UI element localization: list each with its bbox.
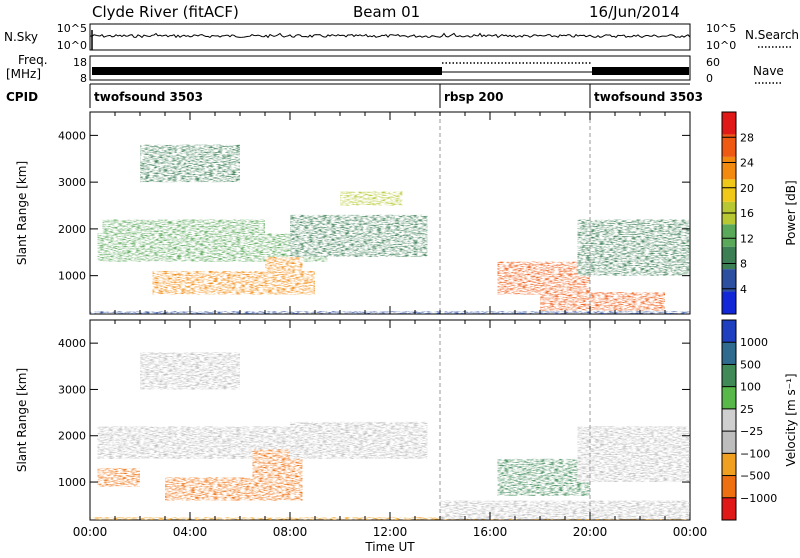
- scatter-region: [497, 261, 590, 295]
- colorbar-tick-label: 28: [740, 131, 754, 144]
- freq-label-1: Freq.: [18, 53, 48, 67]
- colorbar-swatch: [722, 364, 736, 387]
- power-colorbar: 4 8 12 16 20 24 28: [721, 111, 754, 315]
- colorbar-swatch: [722, 320, 736, 343]
- colorbar-swatch: [722, 386, 736, 409]
- colorbar-swatch: [722, 475, 736, 498]
- colorbar-swatch: [722, 179, 736, 202]
- cpid-segment-label: twofsound 3503: [594, 90, 703, 104]
- x-tick-label: 00:00: [73, 525, 108, 539]
- y-tick-label: 3000: [58, 176, 86, 189]
- velocity-colorbar-label: Velocity [m s⁻¹]: [784, 373, 798, 466]
- colorbar-swatch: [722, 156, 736, 180]
- cpid-segment-label: twofsound 3503: [94, 90, 203, 104]
- freq-band-1: [92, 67, 442, 75]
- x-tick-label: 00:00: [673, 525, 708, 539]
- freq-tick-bottom: 8: [80, 72, 87, 85]
- nave-tick-bottom: 0: [706, 72, 713, 85]
- scatter-region: [540, 292, 665, 311]
- colorbar-tick-label: 1000: [740, 336, 768, 349]
- scatter-region: [340, 191, 403, 206]
- colorbar-tick-label: 16: [740, 207, 754, 220]
- scatter-region: [497, 458, 590, 496]
- colorbar-swatch: [722, 246, 736, 270]
- colorbar-frame: [721, 319, 737, 521]
- scatter-region: [102, 219, 265, 243]
- scatter-region: [290, 421, 428, 459]
- colorbar-tick-label: 20: [740, 182, 754, 195]
- colorbar-swatch: [722, 291, 736, 314]
- cpid-label: CPID: [6, 90, 38, 104]
- colorbar-swatch: [722, 497, 736, 520]
- scatter-region: [140, 144, 240, 183]
- colorbar-swatch: [722, 408, 736, 432]
- x-tick-label: 20:00: [573, 525, 608, 539]
- scatter-region: [290, 214, 428, 257]
- nsky-trace: [89, 32, 691, 39]
- velocity-colorbar: 1000 500 100 25 −25 −100 −500 −1000: [721, 319, 777, 521]
- nsearch-tick-bottom: 10^0: [706, 39, 736, 52]
- colorbar-tick-label: 100: [740, 381, 761, 394]
- scatter-region: [440, 500, 690, 520]
- colorbar-swatch: [722, 453, 736, 476]
- colorbar-swatch: [722, 431, 736, 454]
- colorbar-tick-label: −500: [740, 470, 770, 483]
- freq-label-2: [MHz]: [6, 67, 41, 81]
- scatter-region: [140, 352, 240, 390]
- colorbar-tick-label: −100: [740, 447, 770, 460]
- date-title: 16/Jun/2014: [589, 3, 680, 21]
- cpid-segments: twofsound 3503 rbsp 200 twofsound 3503: [89, 84, 703, 108]
- x-tick-label: 12:00: [373, 525, 408, 539]
- station-title: Clyde River (fitACF): [92, 3, 239, 21]
- power-ylabel: Slant Range [km]: [15, 161, 29, 265]
- colorbar-tick-label: 500: [740, 358, 761, 371]
- x-tick-label: 16:00: [473, 525, 508, 539]
- velocity-plot: 1000 2000 3000 4000: [58, 319, 691, 521]
- scatter-region: [577, 219, 690, 276]
- x-tick-label: 04:00: [173, 525, 208, 539]
- y-tick-label: 3000: [58, 383, 86, 396]
- nave-tick-top: 60: [706, 56, 720, 69]
- x-axis-title: Time UT: [364, 540, 415, 554]
- colorbar-tick-label: 8: [740, 258, 747, 271]
- colorbar-swatch: [722, 342, 736, 365]
- nsky-tick-top: 10^5: [57, 22, 87, 35]
- power-colorbar-label: Power [dB]: [784, 180, 798, 245]
- y-tick-label: 2000: [58, 223, 86, 236]
- colorbar-tick-label: −25: [740, 425, 763, 438]
- colorbar-swatch: [722, 224, 736, 247]
- nsearch-tick-top: 10^5: [706, 22, 736, 35]
- scatter-region: [577, 426, 690, 483]
- nsky-tick-bottom: 10^0: [57, 39, 87, 52]
- y-tick-label: 1000: [58, 270, 86, 283]
- colorbar-tick-label: 25: [740, 403, 754, 416]
- freq-tick-top: 18: [73, 56, 87, 69]
- freq-panel: [89, 55, 691, 81]
- freq-band-2: [592, 67, 689, 75]
- colorbar-tick-label: 24: [740, 157, 754, 170]
- colorbar-swatch: [722, 112, 736, 135]
- velocity-ylabel: Slant Range [km]: [15, 368, 29, 472]
- y-tick-label: 2000: [58, 430, 86, 443]
- y-tick-label: 4000: [58, 337, 86, 350]
- colorbar-swatch: [722, 134, 736, 157]
- nave-label: Nave: [753, 64, 784, 78]
- scatter-region: [97, 468, 140, 487]
- power-plot: 1000 2000 3000 4000: [58, 111, 691, 315]
- x-tick-label: 08:00: [273, 525, 308, 539]
- colorbar-tick-label: −1000: [740, 492, 777, 505]
- y-tick-label: 4000: [58, 129, 86, 142]
- colorbar-tick-label: 12: [740, 232, 754, 245]
- nsearch-label: N.Search: [745, 28, 799, 42]
- x-tick-labels: 00:00 04:00 08:00 12:00 16:00 20:00 00:00: [73, 525, 708, 539]
- nsky-label: N.Sky: [4, 30, 38, 44]
- y-tick-label: 1000: [58, 476, 86, 489]
- colorbar-tick-label: 4: [740, 283, 747, 296]
- scatter-region: [265, 256, 303, 295]
- colorbar-swatch: [722, 269, 736, 292]
- beam-title: Beam 01: [353, 3, 420, 21]
- cpid-segment-label: rbsp 200: [444, 90, 503, 104]
